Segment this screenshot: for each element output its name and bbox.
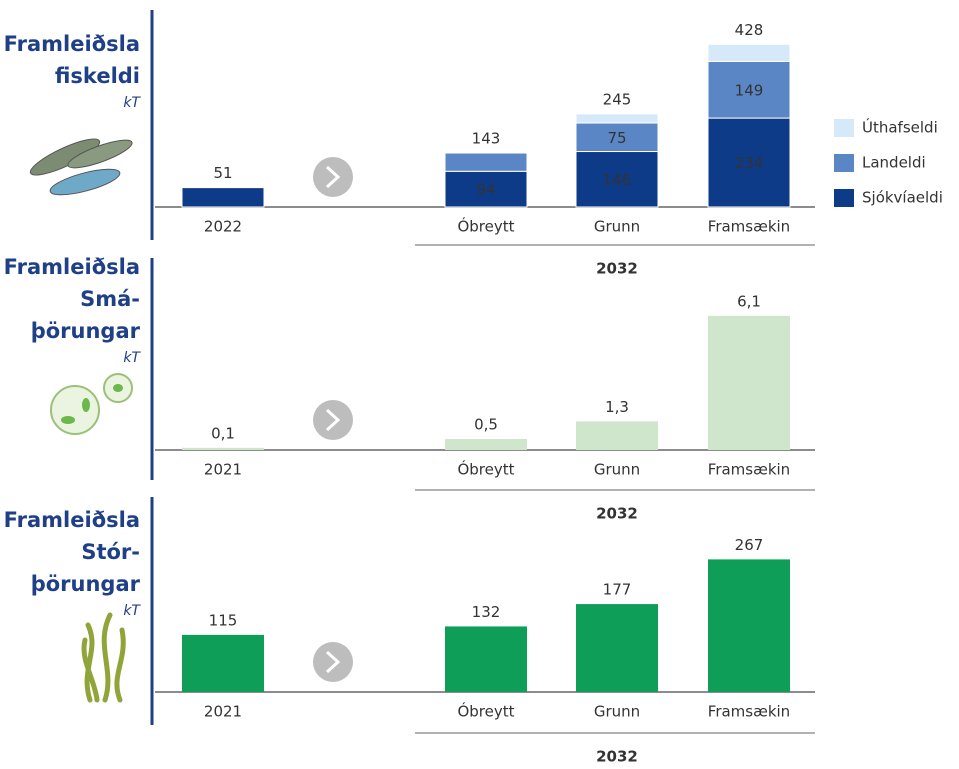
- total-label: 143: [472, 130, 501, 148]
- panel-title: Framleiðsla: [4, 32, 140, 56]
- group-label: 2032: [596, 505, 638, 523]
- panel-title: fiskeldi: [55, 64, 140, 88]
- value-label: 267: [735, 536, 764, 554]
- bar-segment: [445, 153, 527, 171]
- total-label: 245: [603, 90, 632, 108]
- segment-label: 94: [476, 181, 495, 199]
- value-label: 0,1: [211, 424, 235, 442]
- bar: [445, 439, 527, 450]
- bar-segment: [576, 114, 658, 123]
- legend-label: Sjókvíaeldi: [862, 189, 943, 207]
- bar: [576, 421, 658, 450]
- value-label: 132: [472, 603, 501, 621]
- x-tick-label: 2021: [204, 461, 242, 479]
- legend-swatch: [834, 189, 854, 207]
- x-tick-label: Óbreytt: [457, 702, 514, 721]
- panel-title: Stór-: [81, 540, 140, 564]
- x-tick-label: Grunn: [594, 218, 640, 236]
- panel-title: þörungar: [31, 319, 141, 343]
- bar: [708, 316, 790, 450]
- segment-label: 146: [603, 171, 632, 189]
- bar-segment: [708, 44, 790, 61]
- arrow-icon: [313, 157, 353, 197]
- bar: [182, 448, 264, 450]
- panel-title: Framleiðsla: [4, 255, 140, 279]
- legend-label: Landeldi: [862, 154, 926, 172]
- arrow-icon: [313, 642, 353, 682]
- total-label: 428: [735, 21, 764, 39]
- x-tick-label: Grunn: [594, 461, 640, 479]
- x-tick-label: Grunn: [594, 703, 640, 721]
- group-label: 2032: [596, 260, 638, 278]
- panel-title: Framleiðsla: [4, 508, 140, 532]
- legend-swatch: [834, 119, 854, 137]
- x-tick-label: 2022: [204, 218, 242, 236]
- legend-label: Úthafseldi: [862, 118, 938, 137]
- bar-segment: [182, 188, 264, 207]
- bar: [576, 604, 658, 692]
- value-label: 6,1: [737, 292, 761, 310]
- value-label: 177: [603, 581, 632, 599]
- arrow-icon: [313, 400, 353, 440]
- x-tick-label: Framsækin: [708, 703, 790, 721]
- x-tick-label: 2021: [204, 703, 242, 721]
- bar: [445, 626, 527, 692]
- value-label: 0,5: [474, 416, 498, 434]
- x-tick-label: Óbreytt: [457, 217, 514, 236]
- x-tick-label: Framsækin: [708, 218, 790, 236]
- value-label: 115: [209, 611, 238, 629]
- segment-label: 149: [735, 81, 764, 99]
- x-tick-label: Framsækin: [708, 461, 790, 479]
- bar: [182, 635, 264, 692]
- unit-label: kT: [123, 95, 141, 111]
- legend-swatch: [834, 154, 854, 172]
- x-tick-label: Óbreytt: [457, 460, 514, 479]
- panel-title: þörungar: [31, 572, 141, 596]
- unit-label: kT: [123, 350, 141, 366]
- chart-page: Framleiðsla fiskeldi kT 2032 2022 Óbreytt Grun…: [0, 0, 959, 765]
- segment-label: 75: [607, 129, 626, 147]
- total-label: 51: [213, 164, 232, 182]
- segment-label: 234: [735, 154, 764, 172]
- group-label: 2032: [596, 748, 638, 766]
- unit-label: kT: [123, 603, 141, 619]
- bar: [708, 559, 790, 692]
- value-label: 1,3: [605, 398, 629, 416]
- panel-title: Smá-: [80, 287, 140, 311]
